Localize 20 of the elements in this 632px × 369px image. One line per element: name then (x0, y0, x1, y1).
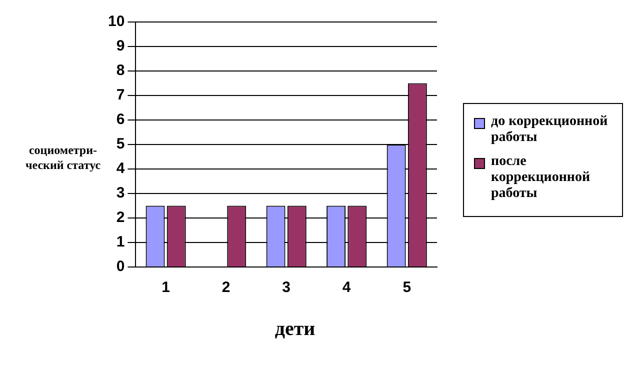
y-tick-label: 9 (116, 38, 125, 55)
x-tick-label: 2 (222, 279, 230, 296)
y-tick-label: 0 (116, 258, 125, 276)
y-tick-label: 3 (116, 184, 125, 202)
x-axis-title: дети (274, 318, 316, 341)
y-tick-label: 1 (116, 234, 125, 251)
x-tick-label: 3 (282, 279, 291, 296)
y-tick-label: 5 (116, 136, 125, 153)
y-tick-label: 4 (116, 160, 126, 178)
y-tick-label: 8 (116, 62, 125, 80)
legend-label: до коррекционной работы (491, 114, 609, 146)
y-axis-title: социометри- ческий статус (25, 143, 101, 172)
y-tick-label: 6 (116, 111, 125, 128)
x-tick-label: 5 (402, 279, 412, 296)
y-tick-label: 10 (108, 13, 125, 30)
y-tick-label: 7 (116, 86, 125, 104)
y-tick-label: 2 (116, 209, 125, 226)
legend-label: после коррекционной работы (491, 154, 592, 202)
x-tick-label: 4 (342, 279, 352, 296)
x-tick-label: 1 (162, 279, 170, 296)
